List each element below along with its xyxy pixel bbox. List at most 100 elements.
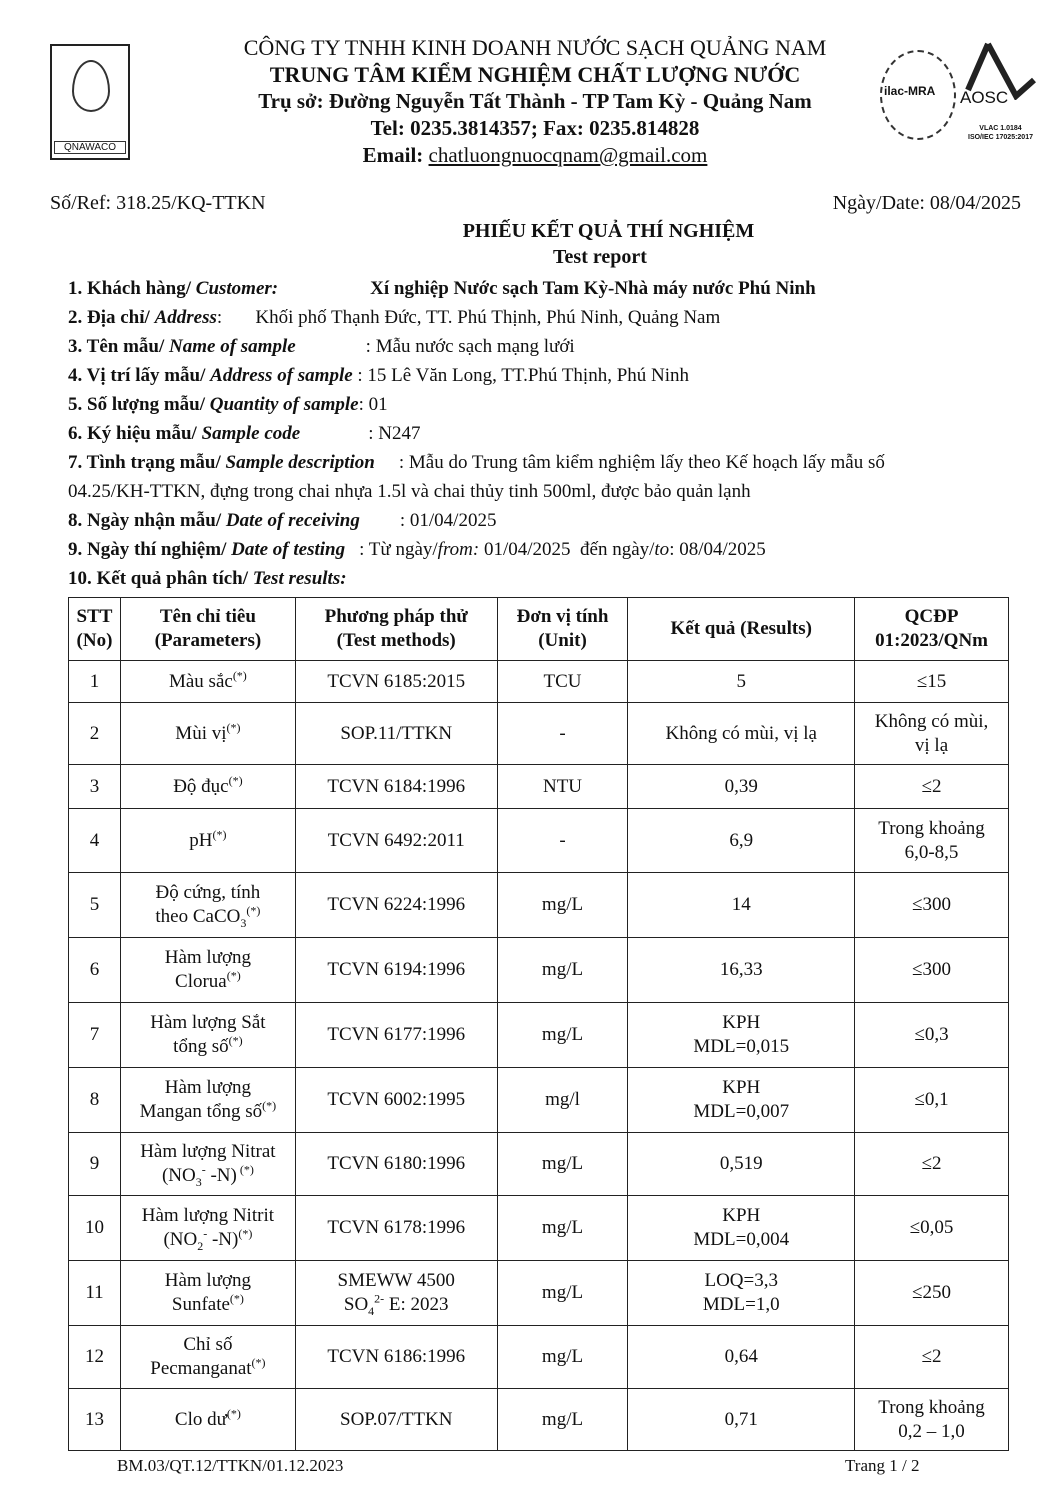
limit-cell: ≤0,3 (854, 1002, 1009, 1068)
limit-line: ≤2 (921, 1153, 942, 1174)
cell-text: Pecmanganat (150, 1358, 252, 1379)
name-label-en: Name of sample (169, 336, 296, 357)
cell-text: (*) (229, 1291, 244, 1306)
cell-text: TCVN 6178:1996 (327, 1217, 466, 1238)
email-link[interactable]: chatluongnuocqnam@gmail.com (428, 143, 708, 167)
no-cell: 7 (68, 1002, 121, 1068)
ref-number: Số/Ref: 318.25/KQ-TTKN (50, 192, 266, 214)
ilac-text: ilac-MRA (884, 84, 936, 98)
report-subtitle: Test report (553, 246, 647, 268)
code-value: : N247 (368, 423, 421, 444)
receiving-label: 8. Ngày nhận mẫu/ (68, 510, 226, 531)
parameter-cell: Hàm lượng Sắt tổng số(*) (119, 1002, 296, 1068)
parameter-cell: Hàm lượng Clorua(*) (119, 937, 296, 1003)
cell-text: TCVN 6002:1995 (327, 1089, 466, 1110)
method-cell: TCVN 6177:1996 (294, 1002, 498, 1068)
limit-cell: Không có mùi, vị lạ (854, 702, 1009, 765)
table-row: 13 Clo dư(*) SOP.07/TTKN mg/L 0,71 Trong khoả… (68, 1388, 1009, 1451)
method-cell: TCVN 6224:1996 (294, 872, 498, 938)
no-cell: 4 (68, 808, 121, 873)
testing-from: from: (437, 539, 480, 560)
header-line: Đơn vị tính (516, 606, 609, 627)
result-line: 0,64 (724, 1346, 758, 1367)
quantity-value: : 01 (358, 394, 388, 415)
cell-text: TCVN 6194:1996 (327, 959, 466, 980)
company-name: CÔNG TY TNHH KINH DOANH NƯỚC SẠCH QUẢNG … (243, 35, 827, 60)
table-row: 2 Mùi vị(*) SOP.11/TTKN - Không có mùi, vị l… (68, 702, 1009, 765)
customer-value: Xí nghiệp Nước sạch Tam Kỳ-Nhà máy nước … (370, 278, 816, 299)
aosc-logo: AOSC VLAC 1.0184 ISO/IEC 17025:2017 (958, 40, 1038, 150)
qnawaco-logo: QNAWACO (50, 44, 130, 160)
cell-text: 2 (197, 1238, 204, 1253)
no-cell: 3 (68, 764, 121, 809)
result-line: KPH (722, 1205, 761, 1226)
no-cell: 5 (68, 872, 121, 938)
water-drop-icon (72, 60, 110, 112)
limit-line: ≤15 (916, 670, 947, 692)
aosc-check-icon (965, 42, 1036, 100)
result-line: MDL=0,015 (693, 1036, 790, 1057)
cell-text: Mùi vị (175, 722, 227, 744)
name-label: 3. Tên mẫu/ (68, 336, 170, 357)
unit-cell: - (496, 808, 629, 873)
cell-text: (*) (228, 773, 243, 788)
limit-line: ≤0,05 (909, 1217, 954, 1238)
cell-text: (*) (226, 1406, 241, 1421)
limit-cell: ≤0,05 (854, 1195, 1009, 1261)
method-cell: SOP.11/TTKN (294, 702, 498, 765)
cell-text: pH (189, 829, 213, 851)
column-header: Đơn vị tính (Unit) (496, 597, 629, 661)
table-row: 11 Hàm lượng Sunfate(*) SMEWW 4500 SO42- E: … (68, 1260, 1009, 1326)
aosc-sub: VLAC 1.0184 ISO/IEC 17025:2017 (968, 124, 1033, 142)
table-row: 4 pH(*) TCVN 6492:2011-6,9 Trong khoảng 6,0-… (68, 808, 1009, 873)
cell-text: TCVN 6224:1996 (327, 894, 466, 915)
no-cell: 13 (68, 1388, 121, 1451)
cell-text: (*) (262, 1098, 277, 1113)
result-cell: 0,519 (627, 1132, 856, 1196)
column-header: QCĐP 01:2023/QNm (854, 597, 1009, 661)
result-cell: KPH MDL=0,004 (627, 1195, 856, 1261)
header-line: (No) (76, 630, 113, 651)
table-row: 7 Hàm lượng Sắt tổng số(*) TCVN 6177:1996 mg… (68, 1002, 1009, 1068)
limit-line: Trong khoảng (878, 817, 985, 839)
limit-line: 0,2 – 1,0 (898, 1420, 965, 1442)
cell-text: TCVN 6186:1996 (327, 1346, 466, 1367)
parameter-cell: Độ cứng, tính theo CaCO3(*) (119, 872, 296, 938)
tel-fax: Tel: 0235.3814357; Fax: 0235.814828 (370, 116, 700, 140)
limit-cell: Trong khoảng 0,2 – 1,0 (854, 1388, 1009, 1451)
cell-text: (*) (228, 1033, 243, 1048)
receiving-label-en: Date of receiving (225, 510, 360, 531)
cell-text: -N) (207, 1229, 239, 1250)
result-line: 6,9 (729, 829, 754, 851)
unit-cell: mg/L (496, 1002, 629, 1068)
limit-line: ≤0,1 (914, 1089, 949, 1110)
cell-text: Hàm lượng Nitrat (140, 1141, 276, 1162)
result-cell: 5 (627, 660, 856, 703)
code-label: 6. Ký hiệu mẫu/ (68, 423, 202, 444)
unit-cell: mg/l (496, 1067, 629, 1133)
cell-text: (*) (251, 1355, 266, 1370)
cell-text: SOP.07/TTKN (340, 1408, 453, 1430)
cell-text: Mangan tổng số (139, 1101, 263, 1122)
cell-text: - (203, 1226, 208, 1241)
unit-cell: - (496, 702, 629, 765)
cell-text: Màu sắc (168, 670, 233, 692)
method-cell: TCVN 6178:1996 (294, 1195, 498, 1261)
limit-line: ≤300 (912, 959, 951, 980)
no-cell: 2 (68, 702, 121, 765)
report-title: PHIẾU KẾT QUẢ THÍ NGHIỆM (462, 220, 755, 242)
limit-line: ≤2 (921, 1346, 942, 1367)
result-line: LOQ=3,3 (704, 1270, 778, 1291)
logo-text: QNAWACO (54, 141, 126, 154)
parameter-cell: Hàm lượng Sunfate(*) (119, 1260, 296, 1326)
desc-label: 7. Tình trạng mẫu/ (68, 452, 226, 473)
table-row: 12 Chỉ số Pecmanganat(*) TCVN 6186:1996 mg/L… (68, 1325, 1009, 1389)
no-cell: 1 (68, 660, 121, 703)
result-line: 16,33 (719, 959, 763, 980)
results-table: STT (No) Tên chỉ tiêu (Parameters) Phương ph… (68, 597, 1009, 1451)
cell-text: Hàm lượng Sắt (150, 1012, 266, 1033)
cell-text: TCVN 6184:1996 (327, 775, 466, 797)
limit-cell: ≤300 (854, 872, 1009, 938)
unit-cell: TCU (496, 660, 629, 703)
